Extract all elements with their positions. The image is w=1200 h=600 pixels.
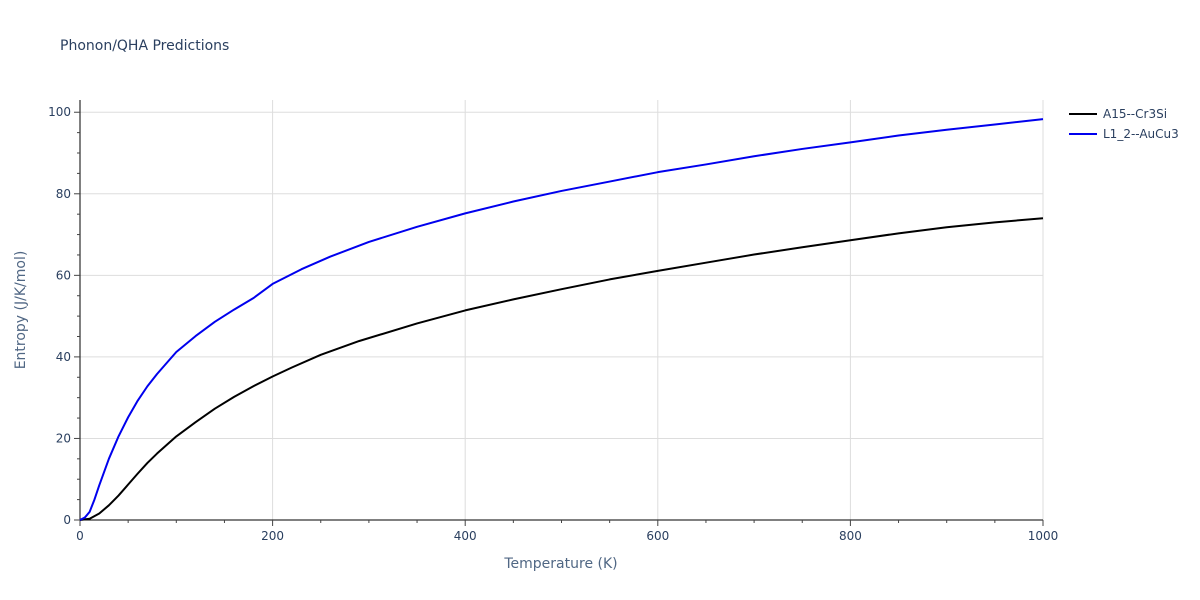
series-line-1: [79, 217, 1044, 521]
x-tick-label: 800: [839, 529, 862, 543]
legend: A15--Cr3Si L1_2--AuCu3: [1069, 107, 1179, 141]
y-tick-label: 100: [48, 105, 71, 119]
y-tick-label: 60: [56, 268, 71, 282]
series-layer: [79, 118, 1044, 521]
x-tick-label: 1000: [1028, 529, 1059, 543]
x-tick-label: 400: [454, 529, 477, 543]
legend-label: A15--Cr3Si: [1103, 107, 1167, 121]
axes: 0 200 400 600 800 1000 0 20 40 60 80 100: [48, 100, 1058, 543]
x-tick-label: 200: [261, 529, 284, 543]
x-tick-label: 600: [646, 529, 669, 543]
y-tick-label: 80: [56, 187, 71, 201]
y-tick-label: 0: [63, 513, 71, 527]
y-tick-label: 40: [56, 350, 71, 364]
series-line-2: [79, 118, 1044, 521]
grid: [80, 100, 1044, 520]
x-tick-label: 0: [76, 529, 84, 543]
legend-label: L1_2--AuCu3: [1103, 127, 1179, 141]
chart-title: Phonon/QHA Predictions: [60, 38, 229, 54]
y-axis-title: Entropy (J/K/mol): [13, 251, 29, 370]
y-tick-label: 20: [56, 431, 71, 445]
x-axis-title: Temperature (K): [503, 556, 617, 572]
